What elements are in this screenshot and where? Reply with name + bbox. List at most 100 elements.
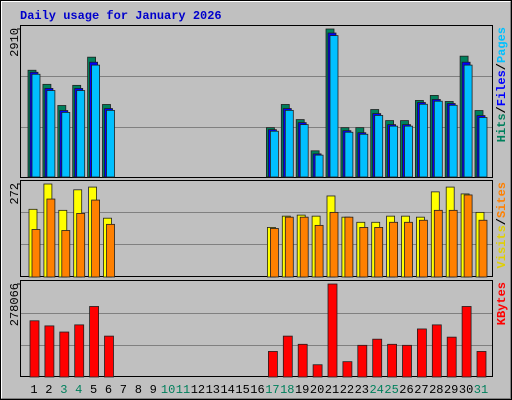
x-tick-label: 23	[355, 383, 369, 397]
legend: Hits/Files/Pages	[495, 27, 509, 142]
panel-frame	[20, 180, 493, 277]
bar	[312, 364, 323, 378]
x-tick-label: 15	[235, 383, 249, 397]
x-tick-label: 19	[295, 383, 309, 397]
bar	[433, 100, 443, 178]
bar	[402, 344, 412, 378]
bar	[106, 109, 115, 178]
bar	[61, 230, 71, 278]
bar	[29, 320, 40, 378]
bar	[387, 343, 398, 378]
x-tick-label: 1	[30, 383, 37, 397]
bar	[418, 103, 428, 178]
x-tick-label: 20	[310, 383, 324, 397]
bar	[314, 154, 324, 178]
x-tick-label: 3	[60, 383, 67, 397]
bar	[389, 221, 399, 278]
x-tick-label: 13	[206, 383, 220, 397]
bar	[329, 211, 339, 278]
bar	[106, 223, 115, 278]
x-tick-label: 26	[399, 383, 413, 397]
x-tick-label: 6	[105, 383, 112, 397]
y-tick-label: 272	[8, 183, 22, 205]
bar	[44, 325, 55, 378]
bar	[284, 216, 294, 278]
legend: Visits/Sites	[495, 182, 509, 268]
bar	[476, 351, 487, 378]
bar	[31, 73, 41, 178]
legend-separator: /	[495, 63, 509, 70]
legend-entry: Hits	[495, 113, 509, 142]
bar	[59, 331, 70, 378]
x-tick-label: 12	[191, 383, 205, 397]
bar	[342, 361, 353, 378]
bar	[389, 125, 399, 178]
bar	[46, 198, 56, 278]
bar	[282, 335, 293, 378]
bar	[359, 133, 369, 178]
bar	[76, 213, 86, 278]
bar	[299, 216, 309, 278]
bar	[89, 306, 99, 378]
bar	[404, 125, 413, 178]
y-tick-label: 278066	[8, 283, 22, 326]
y-tick-label: 2910	[8, 28, 22, 57]
bar	[374, 227, 384, 278]
x-tick-label: 24	[369, 383, 383, 397]
x-tick-label: 7	[120, 383, 127, 397]
x-tick-label: 5	[90, 383, 97, 397]
legend-entry: Visits	[495, 225, 509, 268]
bar	[267, 351, 278, 378]
x-tick-label: 31	[474, 383, 488, 397]
bar	[314, 224, 324, 278]
bar	[327, 283, 338, 378]
bar	[104, 335, 114, 378]
bar	[372, 338, 383, 378]
bar	[329, 35, 339, 178]
legend-entry: Sites	[495, 182, 509, 218]
bar	[478, 117, 488, 178]
panel-frame	[20, 25, 493, 178]
panel-frame	[20, 280, 493, 377]
bar	[448, 209, 458, 278]
bar	[461, 306, 472, 378]
bar	[416, 328, 427, 378]
bar	[91, 64, 100, 178]
legend-entry: Files	[495, 70, 509, 106]
bar	[463, 194, 473, 278]
bar	[269, 130, 279, 178]
x-tick-label: 14	[220, 383, 234, 397]
x-tick-label: 22	[340, 383, 354, 397]
x-tick-label: 29	[444, 383, 458, 397]
bar	[284, 109, 294, 178]
x-tick-label: 8	[135, 383, 142, 397]
bar	[359, 227, 369, 278]
x-tick-label: 21	[325, 383, 339, 397]
legend-separator: /	[495, 106, 509, 113]
bar	[31, 229, 41, 278]
bar	[463, 64, 473, 178]
bar	[446, 336, 457, 378]
bar	[297, 343, 308, 378]
x-tick-label: 4	[75, 383, 82, 397]
legend: KBytes	[495, 282, 509, 325]
x-tick-label: 10	[161, 383, 175, 397]
x-tick-label: 9	[150, 383, 157, 397]
x-tick-label: 18	[280, 383, 294, 397]
bar	[299, 124, 309, 178]
chart-title: Daily usage for January 2026	[20, 9, 222, 23]
bar	[344, 216, 354, 278]
legend-separator: /	[495, 218, 509, 225]
bar	[344, 131, 354, 178]
x-tick-label: 11	[176, 383, 190, 397]
bar	[404, 221, 413, 278]
bar	[418, 219, 428, 278]
x-tick-label: 2	[45, 383, 52, 397]
bar	[431, 324, 442, 378]
bar	[374, 115, 384, 178]
bar	[357, 344, 368, 378]
x-tick-label: 16	[250, 383, 264, 397]
bar	[91, 199, 100, 278]
